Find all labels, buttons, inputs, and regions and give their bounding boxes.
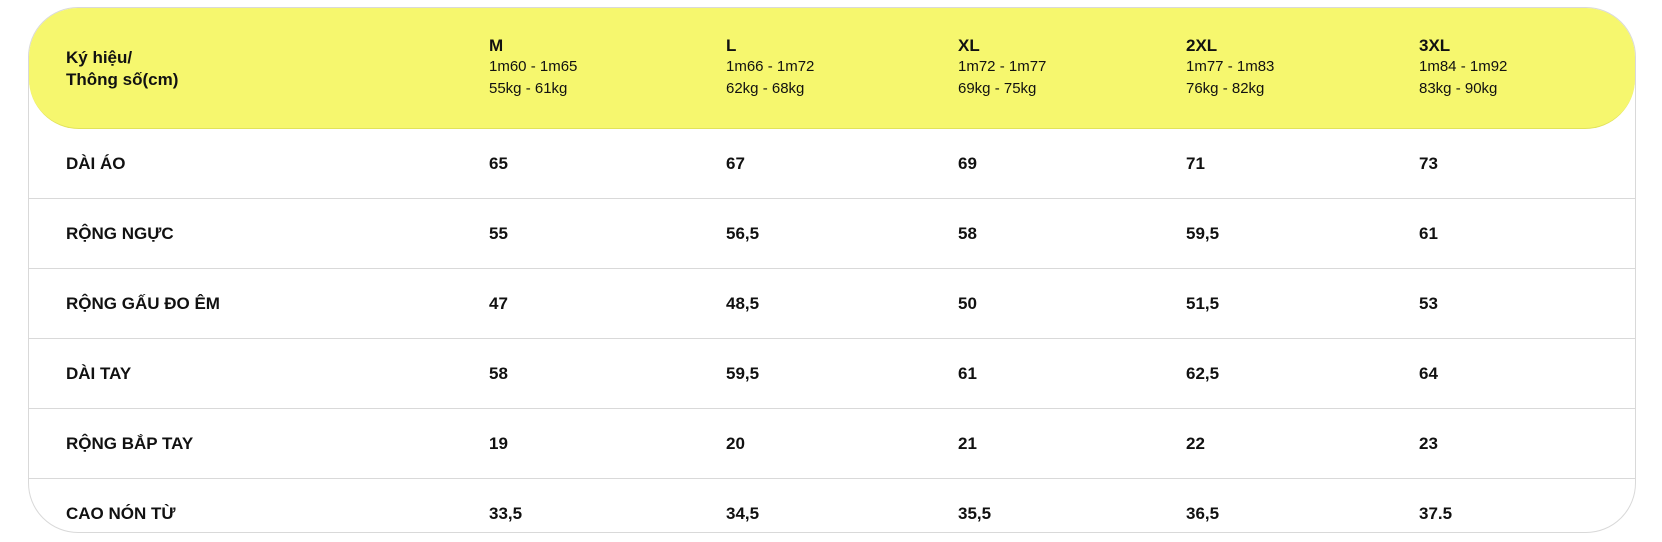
header-label-line2: Thông số(cm) — [66, 70, 179, 89]
cell-value: 58 — [958, 224, 977, 243]
table-row: DÀI TAY 58 59,5 61 62,5 64 — [29, 338, 1635, 408]
size-column-l: L 1m66 - 1m72 62kg - 68kg — [726, 36, 814, 100]
table-body: DÀI ÁO 65 67 69 71 73 RỘNG NGỰC 55 56,5 … — [29, 129, 1635, 532]
cell-value: 56,5 — [726, 224, 760, 243]
size-column-xl: XL 1m72 - 1m77 69kg - 75kg — [958, 36, 1046, 100]
cell-value: 62,5 — [1186, 364, 1220, 383]
cell-value: 69 — [958, 154, 977, 173]
cell-value: 34,5 — [726, 504, 760, 523]
size-height: 1m72 - 1m77 — [958, 58, 1047, 75]
cell-value: 36,5 — [1186, 504, 1220, 523]
cell-value: 37.5 — [1419, 504, 1453, 523]
table-row: DÀI ÁO 65 67 69 71 73 — [29, 129, 1635, 198]
size-height: 1m66 - 1m72 — [726, 58, 815, 75]
size-height: 1m77 - 1m83 — [1186, 58, 1275, 75]
size-height: 1m84 - 1m92 — [1419, 58, 1508, 75]
cell-value: 33,5 — [489, 504, 523, 523]
row-label: RỘNG NGỰC — [66, 224, 174, 243]
row-label: CAO NÓN TỪ — [66, 504, 176, 523]
size-column-3xl: 3XL 1m84 - 1m92 83kg - 90kg — [1419, 36, 1507, 100]
cell-value: 58 — [489, 364, 508, 383]
cell-value: 67 — [726, 154, 745, 173]
cell-value: 23 — [1419, 434, 1438, 453]
size-height: 1m60 - 1m65 — [489, 58, 578, 75]
cell-value: 61 — [958, 364, 977, 383]
row-label: DÀI ÁO — [66, 154, 126, 173]
header-label: Ký hiệu/ Thông số(cm) — [66, 47, 178, 91]
table-row: CAO NÓN TỪ 33,5 34,5 35,5 36,5 37.5 — [29, 478, 1635, 532]
cell-value: 47 — [489, 294, 508, 313]
cell-value: 50 — [958, 294, 977, 313]
cell-value: 51,5 — [1186, 294, 1220, 313]
size-column-2xl: 2XL 1m77 - 1m83 76kg - 82kg — [1186, 36, 1274, 100]
size-name: XL — [958, 36, 980, 55]
size-name: 2XL — [1186, 36, 1218, 55]
size-chart-table: Ký hiệu/ Thông số(cm) M 1m60 - 1m65 55kg… — [28, 7, 1636, 533]
cell-value: 35,5 — [958, 504, 992, 523]
cell-value: 19 — [489, 434, 508, 453]
table-row: RỘNG BẮP TAY 19 20 21 22 23 — [29, 408, 1635, 478]
size-weight: 69kg - 75kg — [958, 80, 1037, 97]
table-header: Ký hiệu/ Thông số(cm) M 1m60 - 1m65 55kg… — [29, 8, 1635, 129]
size-weight: 55kg - 61kg — [489, 80, 568, 97]
cell-value: 59,5 — [1186, 224, 1220, 243]
cell-value: 61 — [1419, 224, 1438, 243]
row-label: RỘNG BẮP TAY — [66, 434, 194, 453]
size-name: M — [489, 36, 504, 55]
cell-value: 20 — [726, 434, 745, 453]
cell-value: 73 — [1419, 154, 1438, 173]
row-label: DÀI TAY — [66, 364, 132, 383]
size-name: 3XL — [1419, 36, 1451, 55]
row-label: RỘNG GẤU ĐO ÊM — [66, 294, 220, 313]
size-weight: 76kg - 82kg — [1186, 80, 1265, 97]
cell-value: 55 — [489, 224, 508, 243]
size-column-m: M 1m60 - 1m65 55kg - 61kg — [489, 36, 577, 100]
cell-value: 71 — [1186, 154, 1205, 173]
size-weight: 83kg - 90kg — [1419, 80, 1498, 97]
size-weight: 62kg - 68kg — [726, 80, 805, 97]
cell-value: 64 — [1419, 364, 1438, 383]
cell-value: 65 — [489, 154, 508, 173]
table-row: RỘNG NGỰC 55 56,5 58 59,5 61 — [29, 198, 1635, 268]
size-name: L — [726, 36, 737, 55]
cell-value: 22 — [1186, 434, 1205, 453]
cell-value: 59,5 — [726, 364, 760, 383]
header-label-line1: Ký hiệu/ — [66, 48, 133, 67]
cell-value: 53 — [1419, 294, 1438, 313]
cell-value: 21 — [958, 434, 977, 453]
table-row: RỘNG GẤU ĐO ÊM 47 48,5 50 51,5 53 — [29, 268, 1635, 338]
cell-value: 48,5 — [726, 294, 760, 313]
